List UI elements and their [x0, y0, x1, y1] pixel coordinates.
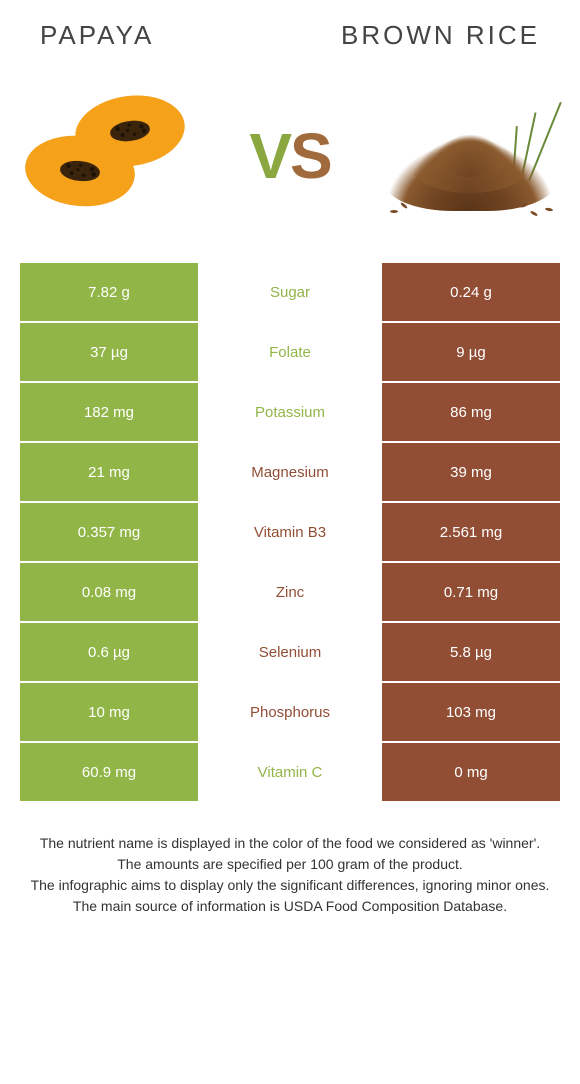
left-value: 37 µg: [20, 323, 200, 383]
footnote-line: The amounts are specified per 100 gram o…: [20, 854, 560, 875]
nutrient-name: Phosphorus: [200, 683, 380, 743]
right-value: 0.24 g: [380, 263, 560, 323]
table-row: 182 mgPotassium86 mg: [20, 383, 560, 443]
right-value: 103 mg: [380, 683, 560, 743]
papaya-illustration: [20, 76, 200, 236]
right-value: 2.561 mg: [380, 503, 560, 563]
table-row: 7.82 gSugar0.24 g: [20, 263, 560, 323]
nutrient-name: Zinc: [200, 563, 380, 623]
table-row: 60.9 mgVitamin C0 mg: [20, 743, 560, 803]
table-row: 0.6 µgSelenium5.8 µg: [20, 623, 560, 683]
left-value: 21 mg: [20, 443, 200, 503]
right-value: 9 µg: [380, 323, 560, 383]
footnote-line: The main source of information is USDA F…: [20, 896, 560, 917]
brown-rice-illustration: [380, 76, 560, 236]
nutrient-name: Vitamin B3: [200, 503, 380, 563]
left-food-title: PAPAYA: [40, 20, 154, 51]
header: PAPAYA BROWN RICE: [0, 0, 580, 61]
left-value: 0.357 mg: [20, 503, 200, 563]
table-row: 10 mgPhosphorus103 mg: [20, 683, 560, 743]
nutrient-name: Vitamin C: [200, 743, 380, 803]
left-value: 60.9 mg: [20, 743, 200, 803]
nutrient-name: Sugar: [200, 263, 380, 323]
right-value: 0 mg: [380, 743, 560, 803]
table-row: 37 µgFolate9 µg: [20, 323, 560, 383]
left-value: 10 mg: [20, 683, 200, 743]
right-value: 39 mg: [380, 443, 560, 503]
footnote-line: The infographic aims to display only the…: [20, 875, 560, 896]
nutrient-table: 7.82 gSugar0.24 g37 µgFolate9 µg182 mgPo…: [20, 261, 560, 803]
nutrient-name: Magnesium: [200, 443, 380, 503]
table-row: 21 mgMagnesium39 mg: [20, 443, 560, 503]
left-value: 182 mg: [20, 383, 200, 443]
left-value: 0.08 mg: [20, 563, 200, 623]
left-value: 7.82 g: [20, 263, 200, 323]
nutrient-name: Potassium: [200, 383, 380, 443]
right-food-title: BROWN RICE: [341, 20, 540, 51]
vs-s: S: [290, 120, 331, 192]
table-row: 0.357 mgVitamin B32.561 mg: [20, 503, 560, 563]
nutrient-name: Selenium: [200, 623, 380, 683]
table-row: 0.08 mgZinc0.71 mg: [20, 563, 560, 623]
footnote-line: The nutrient name is displayed in the co…: [20, 833, 560, 854]
vs-v: V: [249, 120, 290, 192]
vs-label: VS: [249, 124, 330, 188]
footnote: The nutrient name is displayed in the co…: [20, 833, 560, 917]
left-value: 0.6 µg: [20, 623, 200, 683]
nutrient-name: Folate: [200, 323, 380, 383]
right-value: 5.8 µg: [380, 623, 560, 683]
right-value: 0.71 mg: [380, 563, 560, 623]
right-value: 86 mg: [380, 383, 560, 443]
hero-row: VS: [0, 61, 580, 261]
